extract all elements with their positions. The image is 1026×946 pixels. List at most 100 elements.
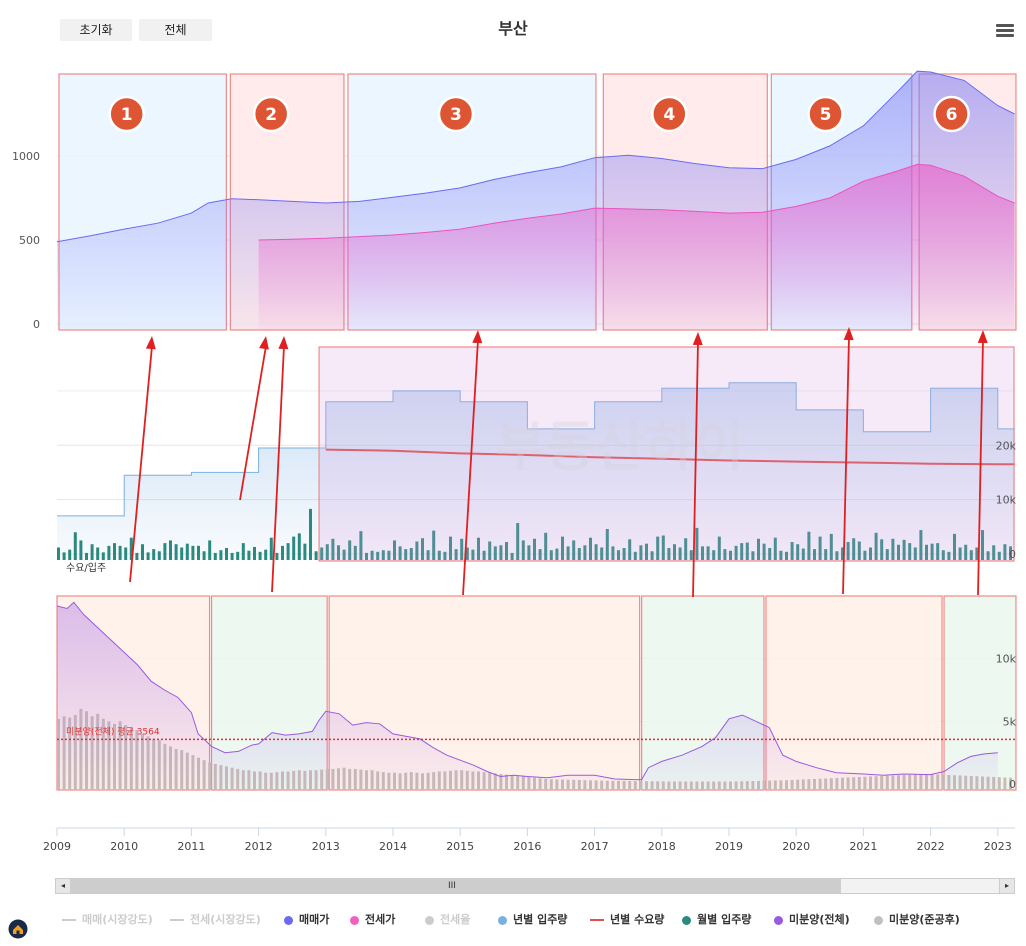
x-tick-label: 2023	[984, 840, 1012, 853]
monthly-supply-bar	[393, 540, 396, 560]
legend-line-icon	[62, 919, 76, 921]
monthly-supply-bar	[930, 543, 934, 560]
period-badge-number: 1	[121, 105, 133, 125]
monthly-supply-bar	[891, 538, 895, 560]
monthly-supply-bar	[947, 551, 951, 560]
home-logo-icon[interactable]	[8, 919, 28, 939]
monthly-supply-bar	[650, 551, 654, 560]
monthly-supply-bar	[292, 536, 296, 560]
y-tick-label: 0	[33, 318, 40, 331]
scroll-left-arrow-icon[interactable]: ◂	[56, 879, 71, 893]
monthly-supply-bar	[129, 537, 133, 560]
x-tick-label: 2010	[110, 840, 138, 853]
monthly-supply-bar	[521, 540, 525, 560]
annotation-arrow	[977, 330, 988, 596]
monthly-supply-bar	[482, 550, 486, 560]
monthly-supply-bar	[314, 551, 318, 560]
monthly-supply-bar	[337, 545, 340, 560]
monthly-supply-bar	[247, 550, 251, 560]
monthly-supply-bar	[813, 549, 816, 560]
series-line-unsold	[56, 601, 998, 781]
annotation-arrow	[129, 336, 156, 583]
legend-item[interactable]: 미분양(준공후)	[874, 912, 960, 928]
monthly-supply-bar	[454, 549, 458, 560]
monthly-supply-bar	[404, 549, 408, 560]
monthly-supply-bar	[152, 549, 156, 560]
monthly-supply-bar	[964, 544, 968, 560]
monthly-supply-bar	[241, 543, 245, 560]
reset-button[interactable]: 초기화	[60, 19, 132, 41]
y-tick-label: 10k	[996, 494, 1017, 507]
monthly-supply-bar	[465, 547, 469, 560]
monthly-supply-bar	[919, 530, 923, 560]
monthly-supply-bar	[505, 542, 508, 560]
x-tick-label: 2014	[379, 840, 407, 853]
monthly-supply-bar	[101, 552, 105, 560]
legend-item[interactable]: 전세가	[350, 912, 395, 928]
legend-item[interactable]: 매매(시장강도)	[62, 912, 153, 928]
y-tick-label: 1000	[12, 150, 40, 163]
monthly-supply-bar	[230, 552, 234, 560]
legend-item-label: 전세율	[440, 913, 471, 926]
x-tick-label: 2021	[849, 840, 877, 853]
monthly-supply-bar	[874, 532, 878, 560]
y-tick-label: 10k	[996, 653, 1017, 666]
monthly-supply-bar	[785, 551, 788, 560]
all-button[interactable]: 전체	[139, 19, 212, 41]
series-area-yearly-supply	[57, 382, 1015, 560]
monthly-supply-bar	[488, 541, 492, 560]
unsold-average-label: 미분양(전체) 평균 3564	[66, 726, 160, 737]
legend-item[interactable]: 년별 입주량	[498, 912, 567, 928]
monthly-supply-bar	[253, 546, 256, 560]
legend-item[interactable]: 전세율	[425, 912, 470, 928]
annotation-arrow	[462, 330, 483, 596]
monthly-supply-bar	[773, 537, 777, 560]
monthly-supply-bar	[577, 548, 581, 560]
monthly-supply-bar	[527, 545, 531, 560]
x-tick-label: 2016	[513, 840, 541, 853]
monthly-supply-bar	[673, 544, 676, 560]
legend-item-label: 년별 입주량	[513, 913, 568, 926]
monthly-supply-bar	[594, 544, 598, 560]
monthly-supply-bar	[510, 552, 514, 560]
monthly-supply-bar	[544, 532, 548, 560]
monthly-supply-bar	[325, 544, 329, 560]
hamburger-menu-icon[interactable]	[996, 24, 1014, 38]
monthly-supply-bar	[712, 550, 716, 560]
monthly-supply-bar	[449, 536, 452, 560]
horizontal-scrollbar[interactable]: ◂ III ▸	[55, 878, 1015, 894]
monthly-supply-bar	[477, 537, 480, 560]
monthly-supply-bar	[96, 547, 100, 560]
legend-item[interactable]: 매매가	[284, 912, 329, 928]
monthly-supply-bar	[146, 552, 150, 560]
monthly-supply-bar	[57, 547, 60, 560]
monthly-supply-bar	[269, 537, 273, 560]
y-tick-label: 0	[1009, 548, 1016, 561]
x-tick-label: 2017	[581, 840, 609, 853]
monthly-supply-bar	[443, 551, 447, 560]
monthly-supply-bar	[225, 548, 228, 560]
monthly-supply-bar	[841, 547, 844, 560]
monthly-supply-bar	[421, 538, 424, 560]
completed-unsold-bar	[1009, 777, 1012, 790]
monthly-supply-bar	[661, 535, 665, 560]
legend-item[interactable]: 년별 수요량	[590, 912, 664, 928]
monthly-supply-bar	[611, 546, 615, 560]
monthly-supply-bar	[751, 551, 755, 560]
legend-item[interactable]: 월별 입주량	[682, 912, 751, 928]
scroll-thumb[interactable]: III	[70, 879, 841, 893]
legend-item[interactable]: 전세(시장강도)	[170, 912, 261, 928]
legend-item[interactable]: 미분양(전체)	[774, 912, 850, 928]
monthly-supply-bar	[818, 536, 822, 560]
monthly-supply-bar	[426, 550, 430, 560]
scroll-right-arrow-icon[interactable]: ▸	[999, 879, 1014, 893]
monthly-supply-bar	[835, 551, 839, 560]
period-badge: 3	[437, 95, 475, 133]
monthly-supply-bar	[583, 545, 587, 560]
monthly-supply-bar	[953, 533, 956, 560]
monthly-supply-bar	[639, 545, 643, 560]
monthly-supply-bar	[213, 552, 217, 560]
monthly-supply-bar	[880, 539, 884, 560]
monthly-supply-bar	[941, 550, 945, 560]
legend-item-label: 월별 입주량	[697, 913, 752, 926]
